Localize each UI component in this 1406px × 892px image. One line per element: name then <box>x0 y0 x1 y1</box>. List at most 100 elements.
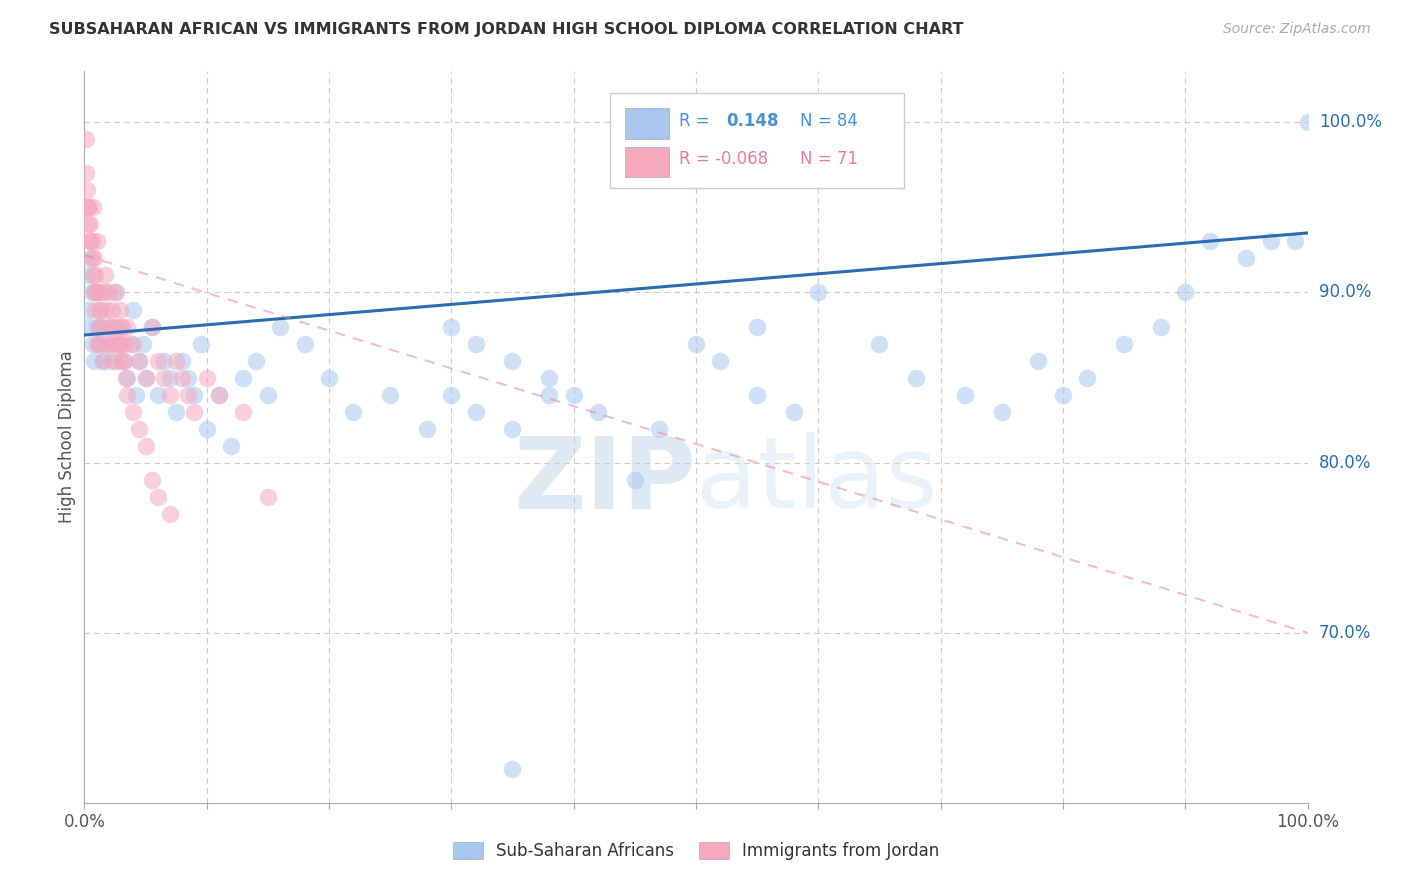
Point <box>83 252 105 266</box>
Point <box>502 353 524 368</box>
Point <box>464 336 486 351</box>
FancyBboxPatch shape <box>610 94 904 188</box>
Point <box>1174 285 1197 300</box>
Point <box>91 353 114 368</box>
Point <box>112 353 135 368</box>
Point <box>165 353 187 368</box>
Point <box>128 353 150 368</box>
Point <box>172 353 194 368</box>
Point <box>953 387 976 401</box>
Point <box>111 319 134 334</box>
Point <box>177 370 200 384</box>
Point <box>318 370 340 384</box>
Point <box>172 370 194 384</box>
Point <box>1052 387 1074 401</box>
Point <box>440 387 463 401</box>
Text: R =: R = <box>679 112 710 130</box>
Point <box>87 319 110 334</box>
Point <box>141 319 163 334</box>
Point <box>183 387 205 401</box>
Point <box>79 252 101 266</box>
Point <box>77 235 100 249</box>
Legend: Sub-Saharan Africans, Immigrants from Jordan: Sub-Saharan Africans, Immigrants from Jo… <box>453 842 939 860</box>
Point <box>1076 370 1098 384</box>
Point <box>76 183 98 197</box>
Point <box>108 302 131 317</box>
Point <box>416 421 439 435</box>
Point <box>84 285 107 300</box>
Point <box>79 235 101 249</box>
Point <box>120 336 142 351</box>
Point <box>77 302 100 317</box>
Point <box>208 387 231 401</box>
Point <box>135 370 157 384</box>
Point <box>159 507 181 521</box>
Point <box>869 336 891 351</box>
Point <box>76 201 98 215</box>
Point <box>75 166 97 180</box>
Point <box>195 370 218 384</box>
Point <box>146 490 169 504</box>
Point <box>76 268 98 283</box>
Text: Source: ZipAtlas.com: Source: ZipAtlas.com <box>1223 22 1371 37</box>
Point <box>122 404 145 418</box>
Point <box>709 353 731 368</box>
Point <box>105 285 128 300</box>
Point <box>75 132 97 146</box>
Point <box>104 336 127 351</box>
Point <box>1284 235 1306 249</box>
Point <box>97 336 120 351</box>
Point <box>83 353 105 368</box>
Point <box>165 404 187 418</box>
Y-axis label: High School Diploma: High School Diploma <box>58 351 76 524</box>
Point <box>1028 353 1050 368</box>
Point <box>87 285 110 300</box>
Point <box>125 387 148 401</box>
Point <box>294 336 316 351</box>
Text: 70.0%: 70.0% <box>1319 624 1371 641</box>
Point <box>502 421 524 435</box>
Point <box>110 353 132 368</box>
Point <box>257 387 280 401</box>
Point <box>135 439 157 453</box>
Point <box>107 336 129 351</box>
Point <box>115 370 138 384</box>
Point <box>114 336 136 351</box>
Point <box>153 353 176 368</box>
Point <box>97 285 120 300</box>
Point <box>77 201 100 215</box>
Text: 80.0%: 80.0% <box>1319 454 1371 472</box>
Point <box>195 421 218 435</box>
Point <box>538 370 561 384</box>
Point <box>1260 235 1282 249</box>
Point <box>90 319 112 334</box>
Point <box>104 353 127 368</box>
Point <box>440 319 463 334</box>
Point <box>82 268 104 283</box>
Point <box>89 302 111 317</box>
Point <box>80 235 103 249</box>
Point <box>380 387 402 401</box>
Point <box>783 404 806 418</box>
Point <box>122 336 145 351</box>
Point <box>77 201 100 215</box>
Text: 100.0%: 100.0% <box>1319 113 1382 131</box>
Point <box>208 387 231 401</box>
Point <box>586 404 609 418</box>
Point <box>110 319 132 334</box>
Point <box>1236 252 1258 266</box>
Point <box>464 404 486 418</box>
Point <box>105 319 128 334</box>
Point <box>232 370 254 384</box>
Point <box>153 370 176 384</box>
Point <box>146 353 169 368</box>
Text: N = 84: N = 84 <box>800 112 858 130</box>
Point <box>89 302 111 317</box>
Point <box>122 302 145 317</box>
Point <box>159 387 181 401</box>
Point <box>538 387 561 401</box>
Text: ZIP: ZIP <box>513 433 696 530</box>
Point <box>93 285 115 300</box>
Point <box>90 319 112 334</box>
Point <box>219 439 242 453</box>
